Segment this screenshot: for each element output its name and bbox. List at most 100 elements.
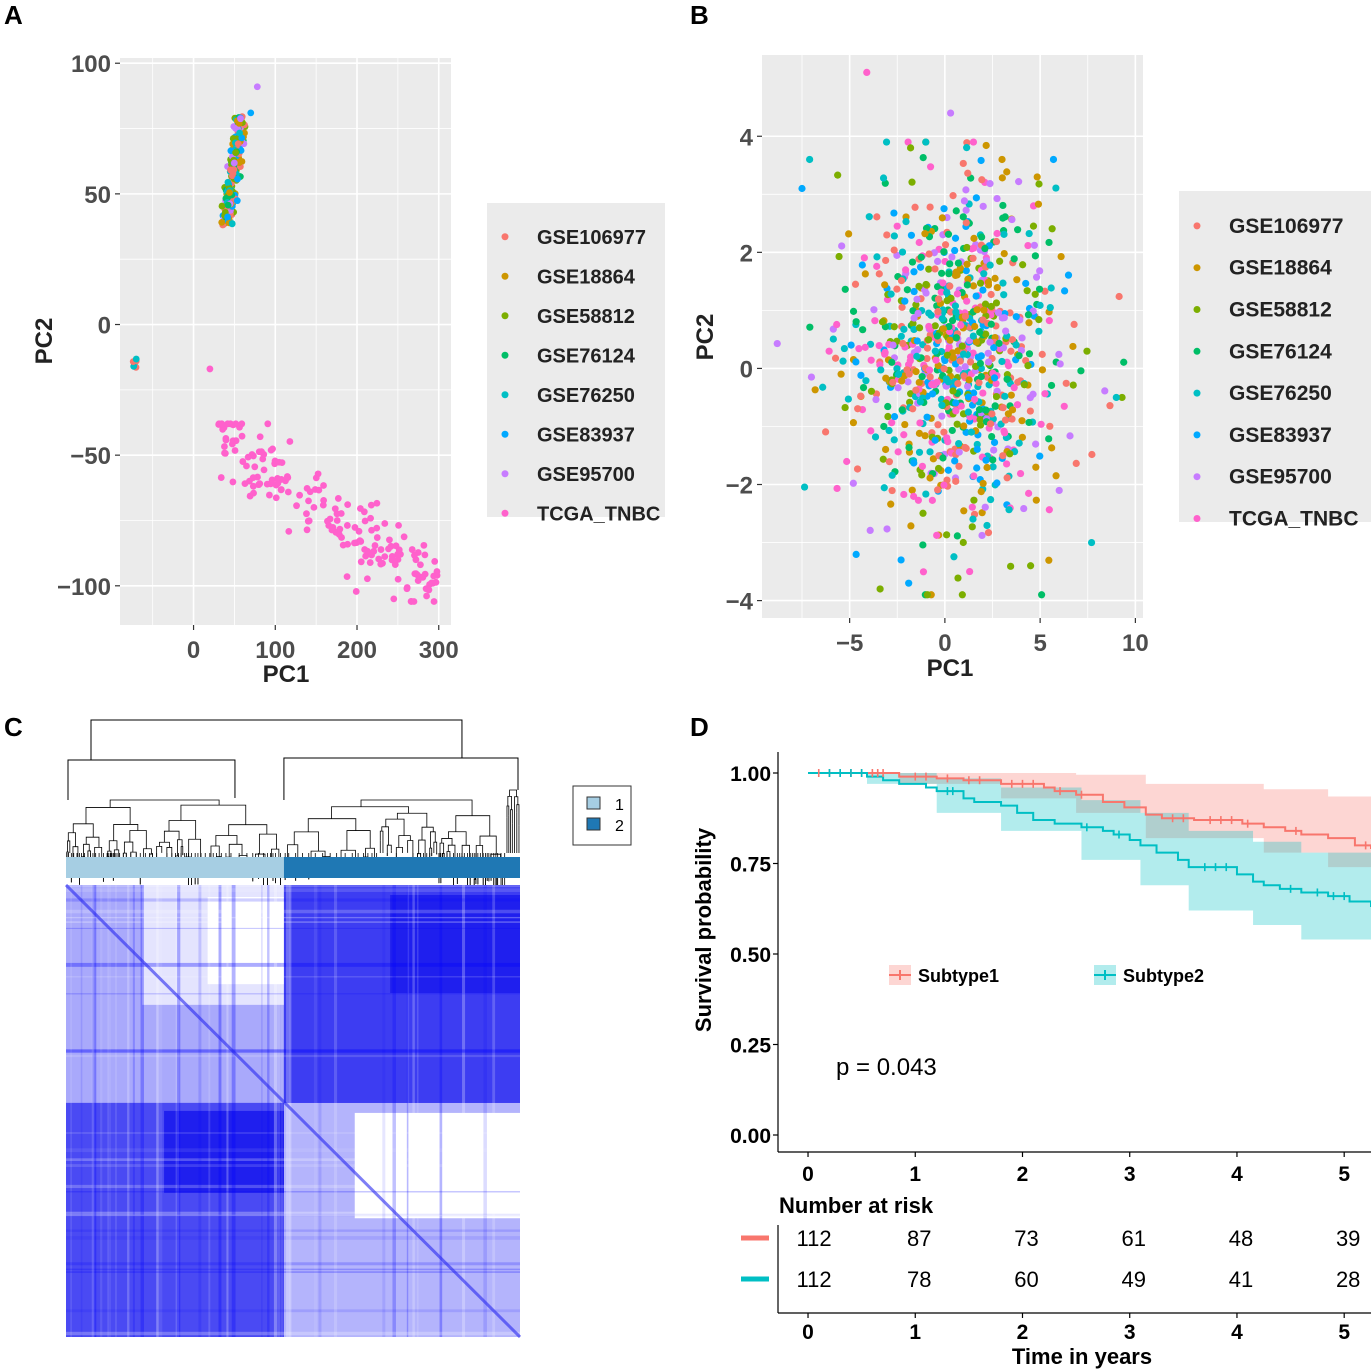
panel-b-point bbox=[901, 297, 909, 305]
legend-label-gse76250: GSE76250 bbox=[537, 385, 635, 407]
dendrogram-node bbox=[143, 848, 152, 863]
panel-b-point bbox=[978, 233, 986, 241]
panel-b-point bbox=[851, 280, 860, 288]
panel-b-point bbox=[877, 366, 885, 374]
panel-a-point bbox=[417, 561, 424, 569]
heatmap-streak bbox=[156, 885, 159, 1337]
panel-b-point bbox=[943, 434, 951, 442]
panel-b-point bbox=[915, 448, 924, 456]
panel-b-point bbox=[845, 230, 853, 238]
panel-a-point bbox=[224, 213, 232, 221]
panel-a-point bbox=[234, 175, 241, 183]
panel-b-point bbox=[922, 138, 930, 146]
panel-a-point bbox=[251, 463, 259, 471]
panel-b-point bbox=[962, 186, 970, 194]
panel-a-point bbox=[293, 502, 300, 510]
panel-b-point bbox=[1007, 391, 1015, 399]
heatmap-streak bbox=[267, 885, 270, 1337]
panel-b-point bbox=[931, 347, 939, 355]
panel-a-point bbox=[403, 584, 411, 591]
panel-a-ylabel: PC2 bbox=[31, 318, 58, 365]
panel-b-legend: GSE106977 GSE18864 GSE58812 GSE76124 GSE7625… bbox=[1179, 191, 1371, 531]
panel-b-point bbox=[984, 278, 992, 286]
risk-table-title: Number at risk bbox=[779, 1193, 934, 1218]
panel-b-point bbox=[1070, 320, 1078, 329]
dendrogram-node bbox=[506, 805, 510, 818]
panel-label-c: C bbox=[4, 712, 23, 742]
panel-b-point bbox=[1018, 433, 1026, 441]
panel-b-point bbox=[822, 428, 830, 436]
panel-d-confidence-bands bbox=[808, 773, 1371, 951]
panel-b-point bbox=[882, 445, 890, 454]
panel-b-point bbox=[1060, 402, 1068, 410]
panel-b-point bbox=[981, 300, 990, 308]
panel-a-point bbox=[387, 542, 395, 550]
heatmap-streak bbox=[273, 885, 278, 1337]
panel-a-point bbox=[219, 425, 227, 433]
panel-b-point bbox=[904, 378, 912, 386]
panel-b-point bbox=[837, 370, 845, 378]
panel-b-point bbox=[1036, 267, 1044, 275]
panel-b-point bbox=[1046, 303, 1054, 312]
panel-d-ytick-label: 0.00 bbox=[730, 1125, 771, 1148]
panel-b-point bbox=[901, 420, 909, 429]
panel-b-point bbox=[811, 386, 819, 394]
panel-b-point bbox=[1052, 472, 1060, 480]
panel-b-point bbox=[1024, 311, 1033, 319]
panel-a-point bbox=[265, 491, 273, 499]
legend-key-gse106977 bbox=[501, 233, 509, 241]
panel-b-ytick-label: 2 bbox=[740, 240, 753, 267]
panel-b-point bbox=[897, 277, 906, 285]
panel-a-point bbox=[217, 474, 225, 481]
panel-b-point bbox=[861, 270, 869, 278]
heatmap-streak bbox=[208, 885, 211, 1337]
panel-b-point bbox=[906, 144, 915, 152]
panel-b-point bbox=[819, 383, 827, 391]
panel-b-point bbox=[1061, 287, 1069, 295]
panel-a-point bbox=[224, 178, 232, 186]
panel-b-point bbox=[984, 529, 993, 537]
panel-b-point bbox=[893, 365, 901, 373]
panel-b-point bbox=[888, 419, 896, 427]
panel-b-point bbox=[963, 144, 971, 152]
legend-label-gse83937: GSE83937 bbox=[537, 424, 635, 446]
panel-b-point bbox=[1025, 489, 1033, 497]
panel-a-point bbox=[373, 524, 381, 532]
heatmap-streak bbox=[66, 976, 520, 978]
panel-b-point bbox=[1038, 591, 1046, 599]
panel-b-point bbox=[860, 254, 868, 262]
panel-b-point bbox=[957, 402, 965, 410]
dendrogram-node bbox=[287, 844, 299, 866]
panel-a-point bbox=[218, 202, 226, 210]
panel-b-point bbox=[916, 398, 924, 406]
panel-d-survival-curves bbox=[808, 772, 1371, 907]
panel-b-point bbox=[955, 365, 963, 373]
panel-b-point bbox=[948, 316, 957, 325]
panel-b-point bbox=[928, 380, 936, 389]
panel-b-point bbox=[903, 366, 911, 374]
panel-b-point bbox=[961, 363, 969, 371]
panel-a-point bbox=[352, 588, 360, 595]
panel-a-point bbox=[228, 172, 236, 180]
panel-b-point bbox=[922, 280, 930, 289]
panel-b-point bbox=[890, 412, 899, 421]
panel-b-point bbox=[902, 218, 910, 226]
panel-b-point bbox=[915, 324, 924, 332]
panel-b-point bbox=[1005, 506, 1013, 514]
panel-b-point bbox=[1019, 261, 1027, 269]
panel-b-point bbox=[883, 525, 891, 533]
panel-a-point bbox=[395, 546, 403, 554]
panel-b-point bbox=[976, 421, 985, 429]
panel-a-point bbox=[386, 536, 393, 544]
panel-b-point bbox=[1004, 410, 1012, 418]
dendrogram-branch-2 bbox=[283, 757, 519, 800]
panel-b-point bbox=[915, 238, 923, 247]
panel-b-point bbox=[953, 420, 961, 428]
panel-b-point bbox=[1023, 287, 1031, 295]
heatmap-streak bbox=[66, 1268, 520, 1271]
panel-b-point bbox=[918, 373, 926, 381]
panel-b-point bbox=[922, 490, 930, 498]
risk-table-xtick-label: 4 bbox=[1231, 1321, 1243, 1344]
ci-band-subtype2 bbox=[808, 773, 1371, 951]
dendrogram-node bbox=[418, 839, 426, 859]
